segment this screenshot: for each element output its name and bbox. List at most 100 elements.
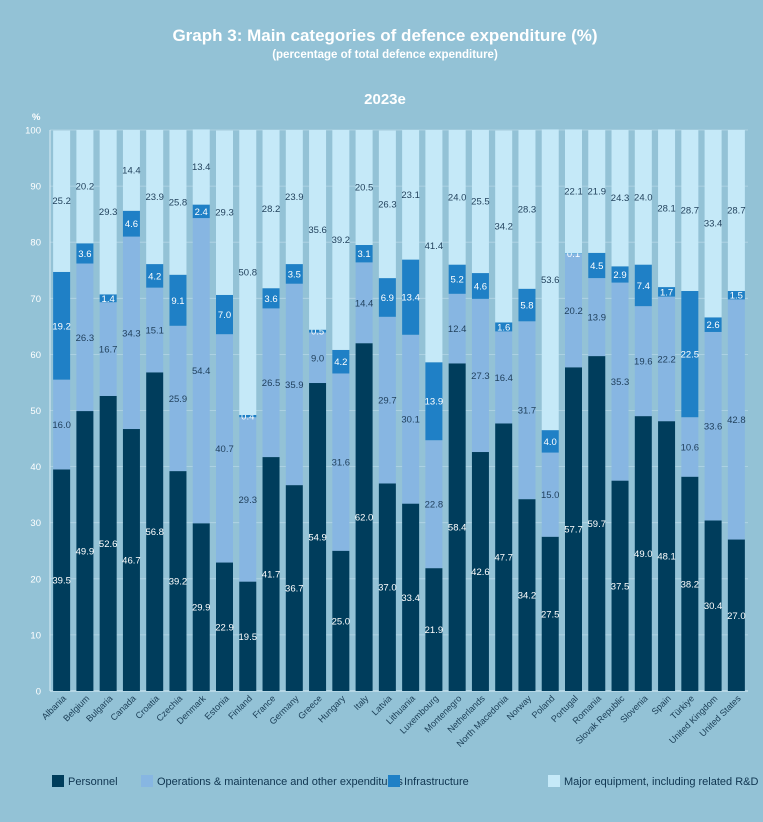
bar-segment: [146, 264, 164, 288]
data-label: 34.2: [518, 591, 537, 602]
data-label: 7.4: [637, 281, 650, 292]
bar-segment: [727, 299, 745, 540]
data-label: 28.1: [657, 203, 676, 214]
bar-segment: [285, 283, 303, 486]
x-category-label: Estonia: [203, 693, 231, 721]
data-label: 29.9: [192, 603, 211, 614]
bar-segment: [402, 130, 420, 260]
data-label: 15.0: [541, 490, 560, 501]
bar-segment: [565, 129, 582, 254]
bar-segment: [169, 130, 187, 275]
legend: Personnel Operations & maintenance and ot…: [52, 775, 758, 788]
bar-segment: [495, 423, 513, 691]
legend-label: Infrastructure: [404, 776, 469, 788]
data-label: 23.9: [285, 192, 304, 203]
data-label: 21.9: [425, 625, 444, 636]
data-label: 28.3: [518, 204, 537, 215]
data-label: 2.4: [195, 207, 208, 218]
bar-segment: [378, 483, 396, 691]
data-label: 23.1: [401, 190, 420, 201]
bar-segment: [471, 452, 489, 691]
bar-segment: [192, 129, 210, 205]
data-label: 39.2: [332, 235, 351, 246]
bar-segment: [634, 130, 652, 265]
bar-segment: [355, 343, 373, 691]
bar-segment: [99, 302, 117, 396]
bar-segment: [704, 130, 722, 318]
bar-segment: [332, 373, 350, 551]
data-label: 5.2: [451, 275, 464, 286]
data-label: 39.2: [169, 577, 188, 588]
data-label: 29.3: [99, 207, 118, 218]
data-label: 57.7: [564, 525, 583, 536]
data-label: 9.1: [171, 296, 184, 307]
bar-segment: [425, 130, 443, 363]
bar-segment: [239, 417, 257, 582]
data-label: 62.0: [355, 513, 374, 524]
bar-segment: [285, 264, 303, 284]
data-label: 14.4: [355, 298, 374, 309]
data-label: 10.6: [681, 442, 700, 453]
data-label: 22.9: [215, 622, 234, 633]
data-label: 13.9: [425, 397, 444, 408]
data-label: 58.4: [448, 523, 467, 534]
x-category-label: United States: [698, 693, 744, 739]
bar-segment: [332, 349, 350, 374]
data-label: 2.6: [706, 320, 719, 331]
bar-segment: [495, 130, 513, 323]
data-label: 25.8: [169, 197, 188, 208]
data-label: 37.5: [611, 581, 630, 592]
data-label: 26.3: [378, 199, 397, 210]
data-label: 27.3: [471, 371, 490, 382]
bar-segment: [611, 266, 629, 283]
bar-segment: [518, 321, 536, 500]
bar-segment: [192, 204, 210, 219]
data-label: 24.0: [448, 192, 467, 203]
bar-segment: [355, 130, 373, 246]
bar-segment: [309, 130, 327, 330]
data-label: 13.4: [192, 162, 211, 173]
bar-segment: [518, 288, 536, 322]
bar-segment: [727, 130, 745, 292]
bar-segment: [355, 262, 373, 344]
data-label: 21.9: [588, 186, 607, 197]
data-label: 22.5: [681, 350, 700, 361]
legend-swatch: [548, 775, 560, 787]
bar-segment: [122, 236, 140, 430]
bar-segment: [634, 306, 652, 417]
y-tick-label: 90: [30, 182, 41, 193]
bar-segment: [192, 218, 210, 524]
data-label: 34.2: [494, 221, 513, 232]
data-label: 54.9: [308, 533, 327, 544]
bar-segment: [262, 130, 280, 289]
data-label: 25.9: [169, 394, 188, 405]
bar-segment: [471, 298, 489, 453]
x-axis-categories: AlbaniaBelgiumBulgariaCanadaCroatiaCzech…: [40, 693, 743, 749]
bar-segment: [146, 372, 164, 691]
x-category-label: Finland: [226, 693, 254, 721]
y-tick-label: 20: [30, 574, 41, 585]
data-label: 4.6: [125, 219, 138, 230]
data-label: 28.7: [727, 206, 746, 217]
bar-segment: [588, 252, 606, 279]
data-label: 20.5: [355, 183, 374, 194]
data-label: 38.2: [681, 579, 700, 590]
data-label: 56.8: [145, 527, 164, 538]
data-label: 24.3: [611, 193, 630, 204]
y-tick-label: 60: [30, 350, 41, 361]
data-label: 28.7: [681, 206, 700, 217]
data-label: 19.5: [239, 632, 258, 643]
data-label: 0.1: [567, 249, 580, 260]
data-label: 9.0: [311, 353, 324, 364]
bar-segment: [309, 383, 327, 691]
data-label: 48.1: [657, 552, 676, 563]
data-label: 25.0: [332, 616, 351, 627]
data-label: 41.4: [425, 241, 444, 252]
data-label: 28.2: [262, 204, 281, 215]
bar-segment: [216, 562, 233, 691]
data-label: 29.7: [378, 396, 397, 407]
bar-segment: [727, 539, 745, 691]
data-label: 27.5: [541, 609, 560, 620]
data-label: 50.8: [239, 267, 258, 278]
